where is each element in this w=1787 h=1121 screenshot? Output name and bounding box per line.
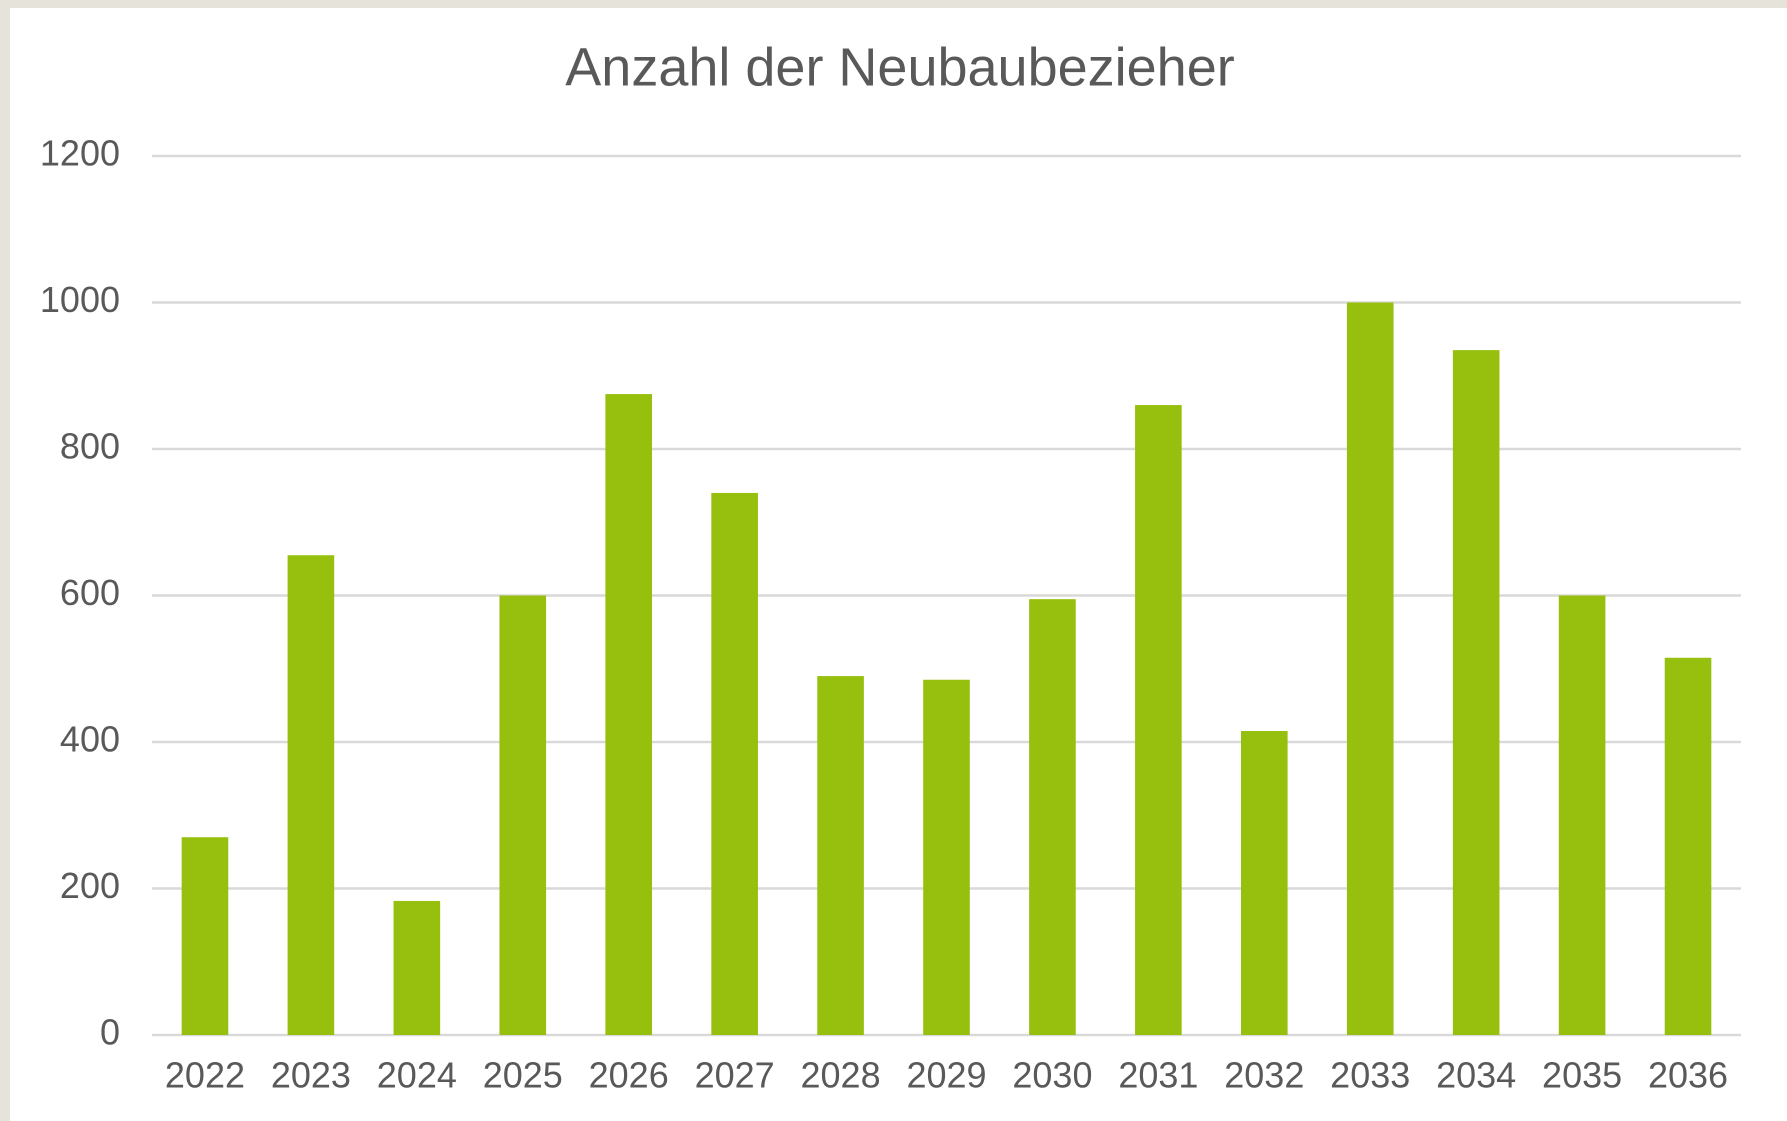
x-tick-label: 2027 xyxy=(695,1055,775,1096)
bar xyxy=(287,555,335,1035)
y-tick-label: 200 xyxy=(60,865,120,906)
bar xyxy=(711,492,758,1035)
bar xyxy=(605,394,653,1035)
x-tick-label: 2023 xyxy=(271,1055,351,1096)
chart-title: Anzahl der Neubaubezieher xyxy=(565,37,1234,97)
y-tick-label: 1200 xyxy=(40,133,120,174)
bar xyxy=(1558,595,1606,1035)
y-tick-label: 600 xyxy=(60,572,120,613)
x-tick-label: 2031 xyxy=(1118,1055,1198,1096)
y-tick-label: 800 xyxy=(60,426,120,467)
bar xyxy=(181,837,229,1035)
bar xyxy=(923,679,970,1035)
x-tick-label: 2026 xyxy=(589,1055,669,1096)
chart-area xyxy=(10,8,1787,1121)
y-tick-label: 0 xyxy=(100,1012,120,1053)
bar xyxy=(1135,405,1182,1035)
x-tick-label: 2029 xyxy=(906,1055,986,1096)
bar xyxy=(1346,302,1394,1035)
bar xyxy=(393,900,441,1035)
x-tick-label: 2034 xyxy=(1436,1055,1516,1096)
bar xyxy=(499,595,547,1035)
x-tick-label: 2022 xyxy=(165,1055,245,1096)
x-tick-label: 2024 xyxy=(377,1055,457,1096)
x-tick-label: 2033 xyxy=(1330,1055,1410,1096)
bar xyxy=(1029,599,1076,1035)
x-tick-label: 2032 xyxy=(1224,1055,1304,1096)
bar xyxy=(1240,731,1288,1035)
x-tick-label: 2025 xyxy=(483,1055,563,1096)
y-tick-label: 1000 xyxy=(40,279,120,320)
x-tick-label: 2030 xyxy=(1012,1055,1092,1096)
y-tick-label: 400 xyxy=(60,719,120,760)
x-tick-label: 2035 xyxy=(1542,1055,1622,1096)
bar xyxy=(1664,657,1712,1035)
x-tick-label: 2036 xyxy=(1648,1055,1728,1096)
bar xyxy=(1452,350,1500,1035)
x-tick-label: 2028 xyxy=(801,1055,881,1096)
bar xyxy=(817,676,864,1035)
